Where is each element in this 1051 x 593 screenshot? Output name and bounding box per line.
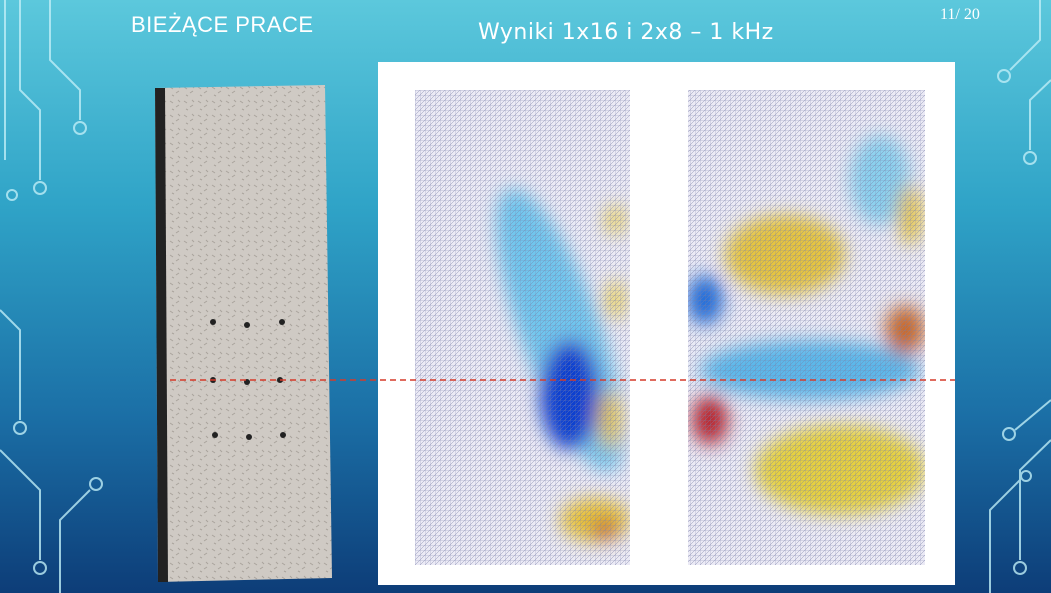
panel-photo [155, 85, 332, 582]
section-title: BIEŻĄCE PRACE [131, 12, 314, 37]
slide-title: Wyniki 1x16 i 2x8 – 1 kHz [478, 20, 774, 45]
photo-holes [210, 319, 286, 440]
page-number: 11/ 20 [940, 6, 980, 23]
heatmap-right [688, 90, 925, 565]
heatmap-left [415, 90, 630, 565]
photo-edge [155, 88, 168, 582]
